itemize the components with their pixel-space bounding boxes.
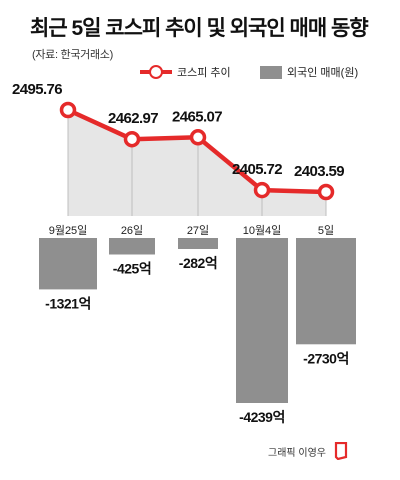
point-label: 2465.07 (172, 108, 222, 125)
x-tick-label: 27일 (187, 223, 209, 237)
bar-label: -425억 (113, 261, 151, 277)
point-label: 2462.97 (108, 110, 158, 127)
x-tick-label: 5일 (318, 223, 334, 237)
x-tick-label: 9월25일 (49, 223, 88, 237)
bar (39, 238, 97, 290)
bar-swatch-icon (260, 65, 282, 79)
kospi-point (317, 183, 335, 201)
x-tick-label: 10월4일 (243, 223, 282, 237)
point-label: 2403.59 (294, 163, 344, 180)
bar (178, 238, 218, 249)
kospi-point (189, 129, 207, 146)
kospi-point (123, 130, 141, 148)
credit-text: 그래픽 이영우 (268, 447, 326, 459)
line-marker-icon (140, 65, 172, 79)
bar (296, 238, 356, 345)
kospi-point (253, 181, 271, 199)
bar-label: -282억 (179, 255, 217, 271)
bar-label: -4239억 (239, 409, 285, 425)
bar-label: -1321억 (45, 295, 91, 311)
kospi-point (59, 101, 77, 119)
source-note: (자료: 한국거래소) (32, 49, 113, 61)
legend-line-label: 코스피 추이 (177, 67, 231, 79)
legend-item-bar: 외국인 매매(원) (260, 64, 358, 80)
x-tick-label: 26일 (121, 223, 143, 237)
publisher-logo-icon (334, 442, 348, 460)
bar-label: -2730억 (303, 350, 349, 366)
legend-item-line: 코스피 추이 (140, 64, 231, 80)
bar (236, 238, 288, 403)
point-label: 2495.76 (12, 81, 62, 98)
credit: 그래픽 이영우 (268, 442, 348, 460)
bar (109, 238, 155, 255)
point-label: 2405.72 (232, 161, 282, 178)
chart-title: 최근 5일 코스피 추이 및 외국인 매매 동향 (30, 17, 369, 40)
legend-bar-label: 외국인 매매(원) (287, 67, 359, 79)
